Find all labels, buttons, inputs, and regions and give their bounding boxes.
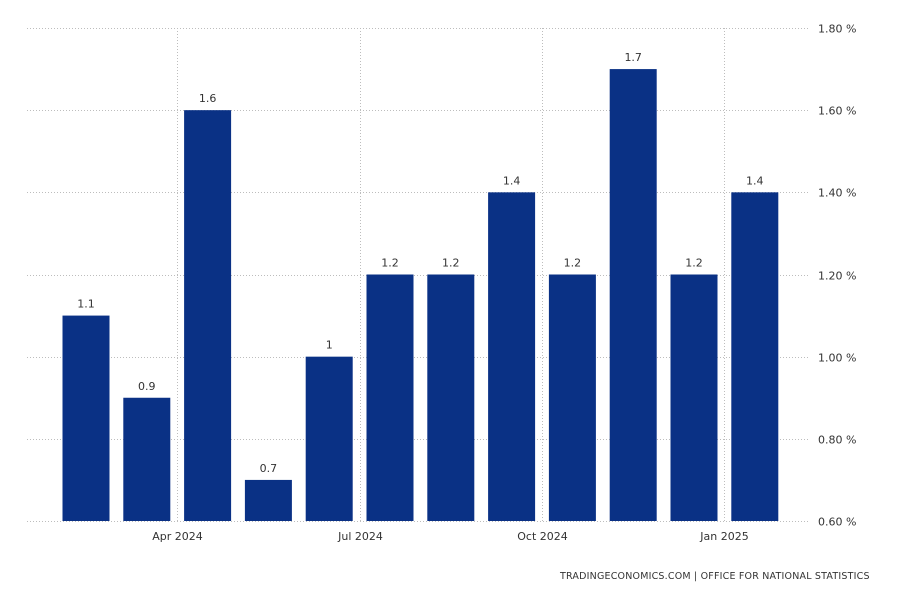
bar xyxy=(548,274,596,521)
y-tick-label: 0.60 % xyxy=(818,516,856,529)
y-tick-label: 1.20 % xyxy=(818,270,856,283)
data-label: 1.6 xyxy=(199,92,217,105)
x-tick-label: Jan 2025 xyxy=(699,530,748,543)
x-tick-label: Jul 2024 xyxy=(337,530,383,543)
y-tick-label: 0.80 % xyxy=(818,434,856,447)
data-label: 1.4 xyxy=(746,174,764,187)
data-label: 1.7 xyxy=(624,51,642,64)
bar xyxy=(670,274,718,521)
bar xyxy=(62,315,110,521)
bar xyxy=(609,69,657,521)
data-label: 1.2 xyxy=(442,257,460,270)
y-tick-label: 1.00 % xyxy=(818,352,856,365)
x-tick-label: Oct 2024 xyxy=(517,530,568,543)
data-label: 0.9 xyxy=(138,380,156,393)
y-tick-label: 1.40 % xyxy=(818,187,856,200)
bar xyxy=(488,192,536,522)
data-label: 1.2 xyxy=(381,257,399,270)
bar xyxy=(244,479,292,521)
x-tick-label: Apr 2024 xyxy=(152,530,203,543)
data-label: 1 xyxy=(326,339,333,352)
bar xyxy=(184,110,232,522)
source-attribution: TRADINGECONOMICS.COM | OFFICE FOR NATION… xyxy=(560,571,870,582)
y-tick-label: 1.60 % xyxy=(818,105,856,118)
data-label: 0.7 xyxy=(260,462,278,475)
data-label: 1.2 xyxy=(564,257,582,270)
bar xyxy=(427,274,475,521)
bar xyxy=(305,356,353,521)
bar xyxy=(123,397,171,521)
bar xyxy=(731,192,779,522)
data-label: 1.1 xyxy=(77,298,95,311)
data-label: 1.2 xyxy=(685,257,703,270)
y-tick-label: 1.80 % xyxy=(818,23,856,36)
data-label: 1.4 xyxy=(503,174,521,187)
bar xyxy=(366,274,414,521)
